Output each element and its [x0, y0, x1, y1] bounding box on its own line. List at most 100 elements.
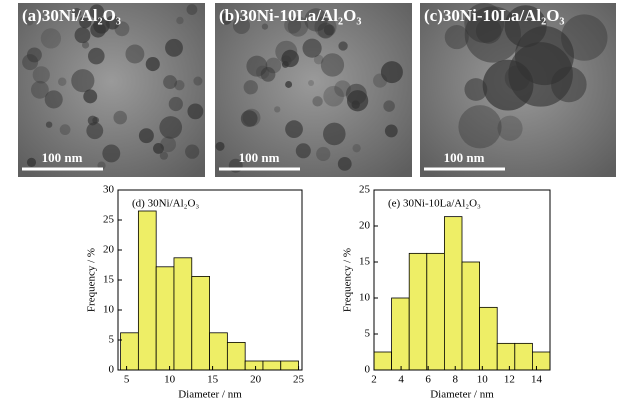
- particle: [160, 136, 176, 153]
- particle: [22, 54, 39, 71]
- bar: [262, 360, 282, 371]
- panel-label: (c)30Ni-10La/Al₂O₃: [424, 6, 565, 25]
- bar: [391, 297, 410, 371]
- x-tick-label: 14: [531, 374, 543, 386]
- particle: [281, 49, 299, 68]
- y-tick-label: 0: [365, 364, 371, 376]
- particle: [338, 41, 348, 51]
- particle: [260, 67, 276, 82]
- x-axis-label: Diameter / nm: [430, 389, 494, 401]
- particle: [163, 75, 178, 90]
- bar: [280, 360, 299, 371]
- particle: [145, 57, 160, 72]
- particle: [88, 47, 105, 65]
- y-tick-label: 20: [359, 220, 371, 232]
- x-tick-label: 15: [207, 374, 219, 386]
- particle: [295, 143, 311, 159]
- bar: [137, 210, 157, 371]
- y-axis-label: Frequency / %: [342, 248, 354, 312]
- particle: [215, 141, 225, 151]
- particle: [220, 12, 233, 25]
- bar: [408, 252, 428, 371]
- scale-bar-label: 100 nm: [239, 150, 280, 165]
- x-tick-label: 4: [398, 374, 404, 386]
- particle: [185, 144, 200, 159]
- panel-label: (b)30Ni-10La/Al₂O₃: [219, 6, 361, 25]
- particle: [159, 151, 169, 160]
- particle: [373, 73, 388, 88]
- x-tick-label: 5: [124, 374, 130, 386]
- particle: [74, 27, 91, 44]
- chart-title: (e) 30Ni-10La/Al₂O₃: [388, 198, 481, 210]
- particle: [346, 90, 369, 112]
- particle: [312, 96, 323, 107]
- particle: [113, 110, 128, 125]
- particle: [304, 8, 328, 32]
- particle: [174, 80, 185, 91]
- particle: [86, 122, 104, 140]
- particle: [316, 146, 331, 162]
- particle: [90, 22, 106, 38]
- particle: [232, 16, 251, 34]
- particle: [308, 80, 315, 87]
- bar: [209, 332, 228, 371]
- particle: [313, 54, 324, 65]
- particle: [165, 38, 183, 57]
- particle: [186, 4, 198, 15]
- x-axis-label: Diameter / nm: [178, 389, 242, 401]
- particle: [352, 144, 361, 153]
- particle: [26, 157, 37, 167]
- particle: [44, 90, 63, 109]
- particle: [302, 38, 322, 58]
- particle: [384, 124, 398, 138]
- y-tick-label: 15: [359, 256, 371, 268]
- particle: [72, 7, 82, 18]
- particle: [168, 96, 183, 112]
- bar: [373, 351, 393, 371]
- particle: [40, 28, 62, 49]
- particle: [285, 120, 303, 139]
- x-tick-label: 25: [293, 374, 305, 386]
- particle: [89, 4, 105, 19]
- particle: [187, 103, 204, 120]
- particle: [337, 156, 352, 171]
- particle: [102, 144, 121, 163]
- x-tick-label: 12: [504, 374, 515, 386]
- x-tick-label: 2: [371, 374, 377, 386]
- x-tick-label: 8: [452, 374, 458, 386]
- particle: [79, 15, 92, 29]
- particle: [26, 47, 42, 63]
- panel-label: (a)30Ni/Al₂O₃: [22, 6, 121, 25]
- y-tick-label: 25: [359, 184, 371, 196]
- particle: [458, 105, 502, 149]
- particle: [57, 77, 67, 87]
- particle: [323, 85, 344, 107]
- y-tick-label: 0: [109, 364, 115, 376]
- particle: [317, 22, 334, 39]
- particle: [444, 25, 469, 50]
- bar: [426, 252, 445, 371]
- plot-frame: [117, 189, 303, 371]
- particle: [193, 76, 203, 86]
- particle: [45, 121, 53, 128]
- particle: [176, 16, 184, 25]
- particle: [334, 80, 351, 97]
- particle: [383, 100, 395, 112]
- particle: [32, 66, 50, 84]
- bar: [532, 351, 551, 371]
- y-tick-label: 20: [103, 244, 115, 256]
- particle: [81, 41, 90, 49]
- chart-title: (d) 30Ni/Al₂O₃: [132, 198, 199, 210]
- y-tick-label: 15: [103, 274, 115, 286]
- bar: [514, 342, 533, 371]
- particle: [285, 81, 293, 88]
- bar: [443, 216, 463, 371]
- scale-bar-label: 100 nm: [444, 150, 485, 165]
- particle: [240, 110, 258, 127]
- bar: [226, 341, 246, 371]
- particle: [475, 18, 502, 44]
- particle: [284, 16, 302, 34]
- particle: [464, 78, 488, 101]
- y-tick-label: 5: [365, 328, 371, 340]
